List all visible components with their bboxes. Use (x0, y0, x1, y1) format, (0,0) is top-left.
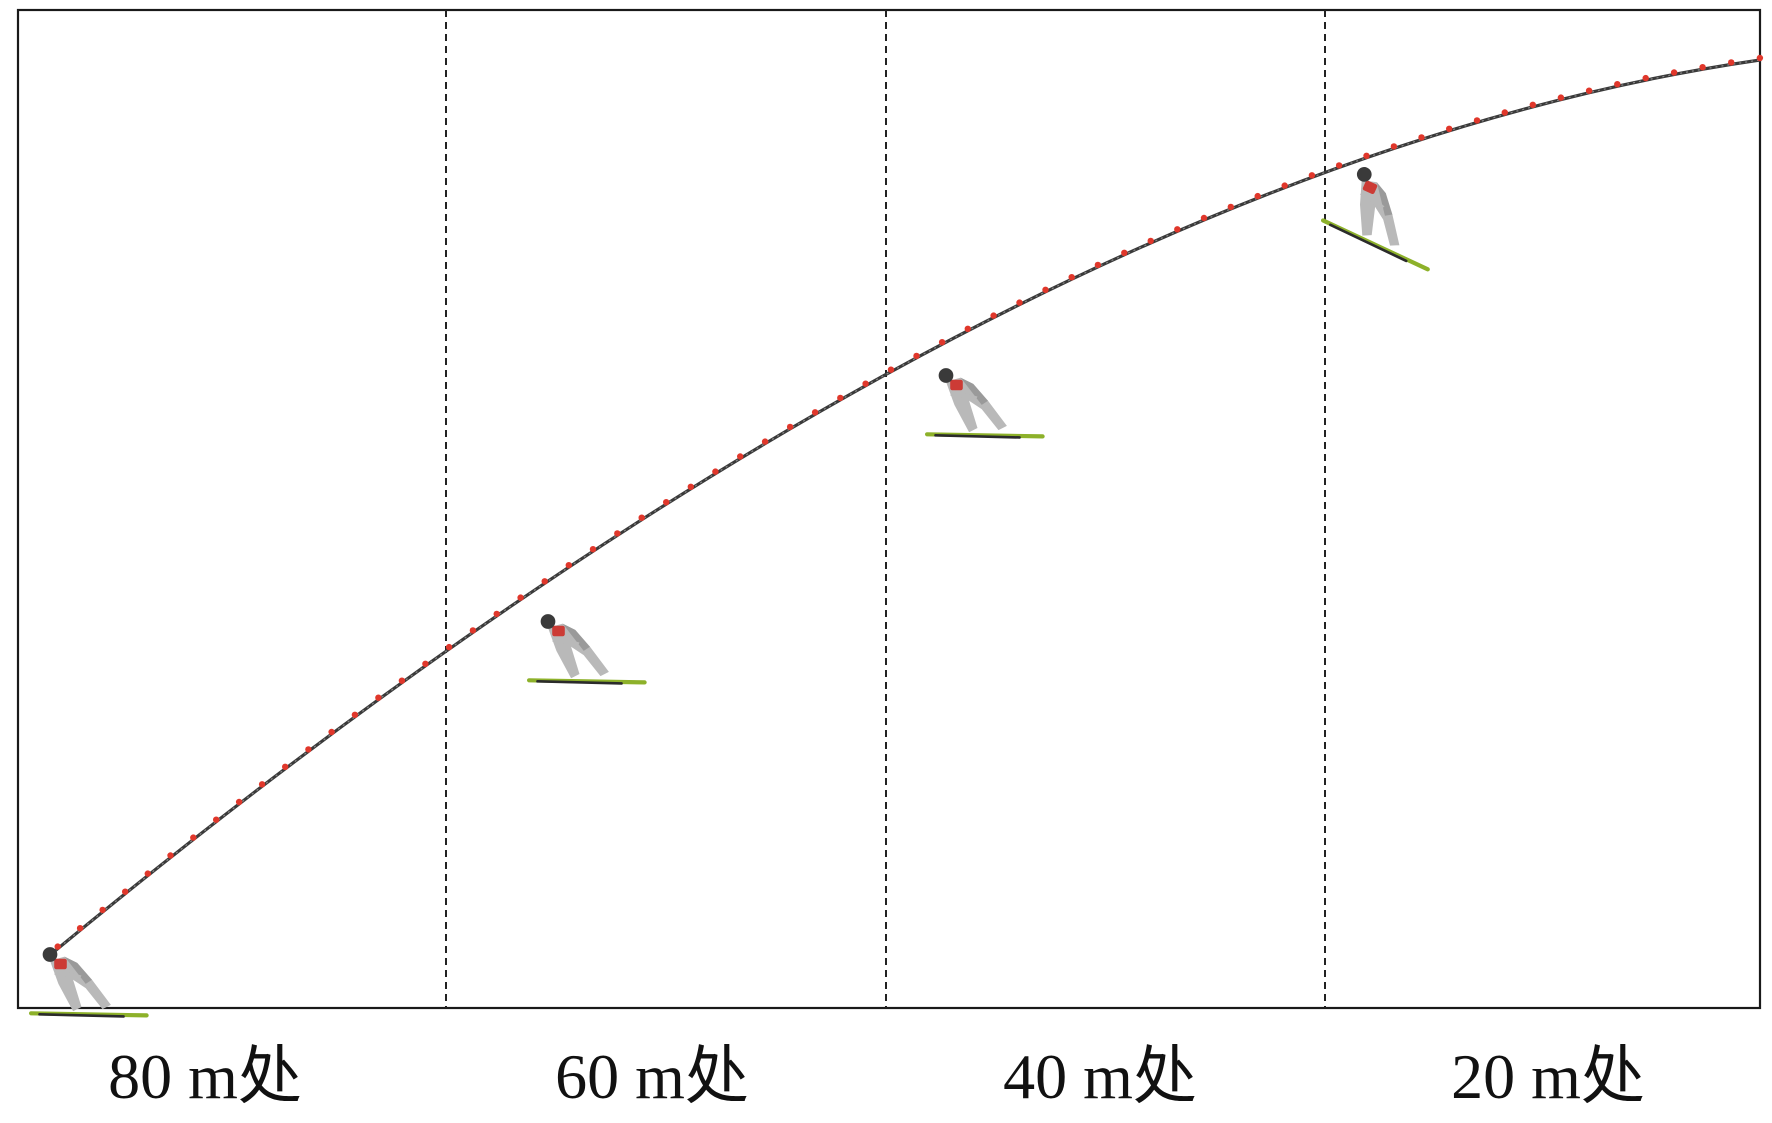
trajectory-curve (48, 58, 1762, 957)
trajectory-sample-point (258, 781, 266, 788)
trajectory-sample-point (190, 834, 197, 841)
trajectory-sample-point (493, 610, 500, 618)
trajectory-sample-point (1308, 172, 1316, 179)
trajectory-sample-point (761, 438, 769, 445)
trajectory-sample-point (1557, 94, 1565, 101)
trajectory-sample-point (1281, 182, 1288, 189)
trajectory-sample-point (687, 483, 694, 490)
trajectory-sample-point (990, 312, 997, 319)
ski-jumper-icon-80m (31, 947, 146, 1016)
trajectory-sample-point (541, 578, 548, 585)
trajectory-sample-point (282, 763, 289, 770)
trajectory-sample-point (1642, 74, 1649, 82)
trajectory-sample-point (1699, 63, 1706, 71)
trajectory-sample-point (1094, 261, 1102, 269)
ski-jumper-icon-60m (529, 614, 645, 683)
trajectory-sample-point (589, 546, 597, 553)
trajectory-sample-point (1756, 54, 1764, 62)
trajectory-sample-point (99, 906, 106, 914)
trajectory-sample-point (375, 694, 382, 701)
trajectory-sample-point (1501, 109, 1509, 116)
trajectory-curve-inner (49, 59, 1761, 956)
trajectory-sample-point (305, 746, 312, 753)
trajectory-sample-point (213, 816, 220, 823)
trajectory-sample-point (1227, 203, 1235, 211)
trajectory-sample-point (862, 380, 869, 387)
trajectory-sample-point (737, 453, 744, 460)
trajectory-sample-point (663, 499, 670, 506)
trajectory-sample-point (1670, 69, 1678, 76)
trajectory-sample-point (1335, 162, 1343, 169)
trajectory-sample-point (1068, 274, 1075, 281)
plot-frame (16, 8, 1762, 1010)
trajectory-sample-point (837, 394, 844, 402)
trajectory-sample-point (1147, 237, 1154, 245)
trajectory-sample-point (422, 660, 429, 667)
trajectory-sample-point (811, 409, 819, 416)
trajectory-sample-point (1254, 192, 1261, 200)
trajectory-sample-point (1121, 249, 1128, 256)
trajectory-sample-point (786, 423, 794, 431)
trajectory-sample-point (1585, 87, 1593, 94)
trajectory-sample-point (1390, 143, 1398, 150)
trajectory-sample-point (1418, 134, 1425, 141)
ski-jumper-icon-40m (927, 368, 1043, 437)
trajectory-sample-point (1016, 299, 1023, 306)
trajectory-sample-point (1473, 117, 1481, 124)
trajectory-sample-point (328, 728, 335, 736)
trajectory-sample-point (913, 352, 920, 360)
trajectory-sample-point (887, 366, 895, 373)
trajectory-sample-point (1200, 214, 1208, 222)
trajectory-sample-point (469, 627, 477, 634)
trajectory-sample-point (1446, 125, 1453, 132)
trajectory-sample-point (712, 468, 719, 475)
trajectory-sample-point (1174, 226, 1181, 233)
trajectory-sample-point (614, 530, 621, 537)
trajectory-sample-point (398, 677, 406, 684)
trajectory-sample-point (235, 798, 243, 806)
trajectory-sample-point (1728, 59, 1735, 66)
trajectory-sample-point (144, 870, 151, 877)
label-40m: 40 m处 (1003, 1041, 1197, 1112)
label-60m: 60 m处 (555, 1041, 749, 1112)
trajectory-sample-point (122, 888, 129, 895)
trajectory-sample-point (76, 925, 84, 932)
label-80m: 80 m处 (108, 1041, 302, 1112)
label-20m: 20 m处 (1451, 1041, 1645, 1112)
trajectory-sample-point (964, 325, 971, 332)
trajectory-sample-points (54, 54, 1764, 950)
trajectory-sample-point (167, 852, 174, 859)
trajectory-sample-point (1363, 152, 1370, 159)
trajectory-sample-point (54, 943, 61, 950)
trajectory-sample-point (1042, 286, 1049, 293)
ski-jumper-icon-20m (1322, 160, 1456, 270)
trajectory-sample-point (351, 711, 359, 718)
trajectory-sample-point (638, 514, 645, 521)
trajectory-sample-point (517, 594, 524, 601)
trajectory-sample-point (565, 562, 572, 569)
trajectory-sample-point (445, 643, 453, 651)
trajectory-sample-point (1529, 101, 1537, 109)
trajectory-sample-point (1614, 81, 1621, 88)
trajectory-sample-point (938, 339, 946, 346)
